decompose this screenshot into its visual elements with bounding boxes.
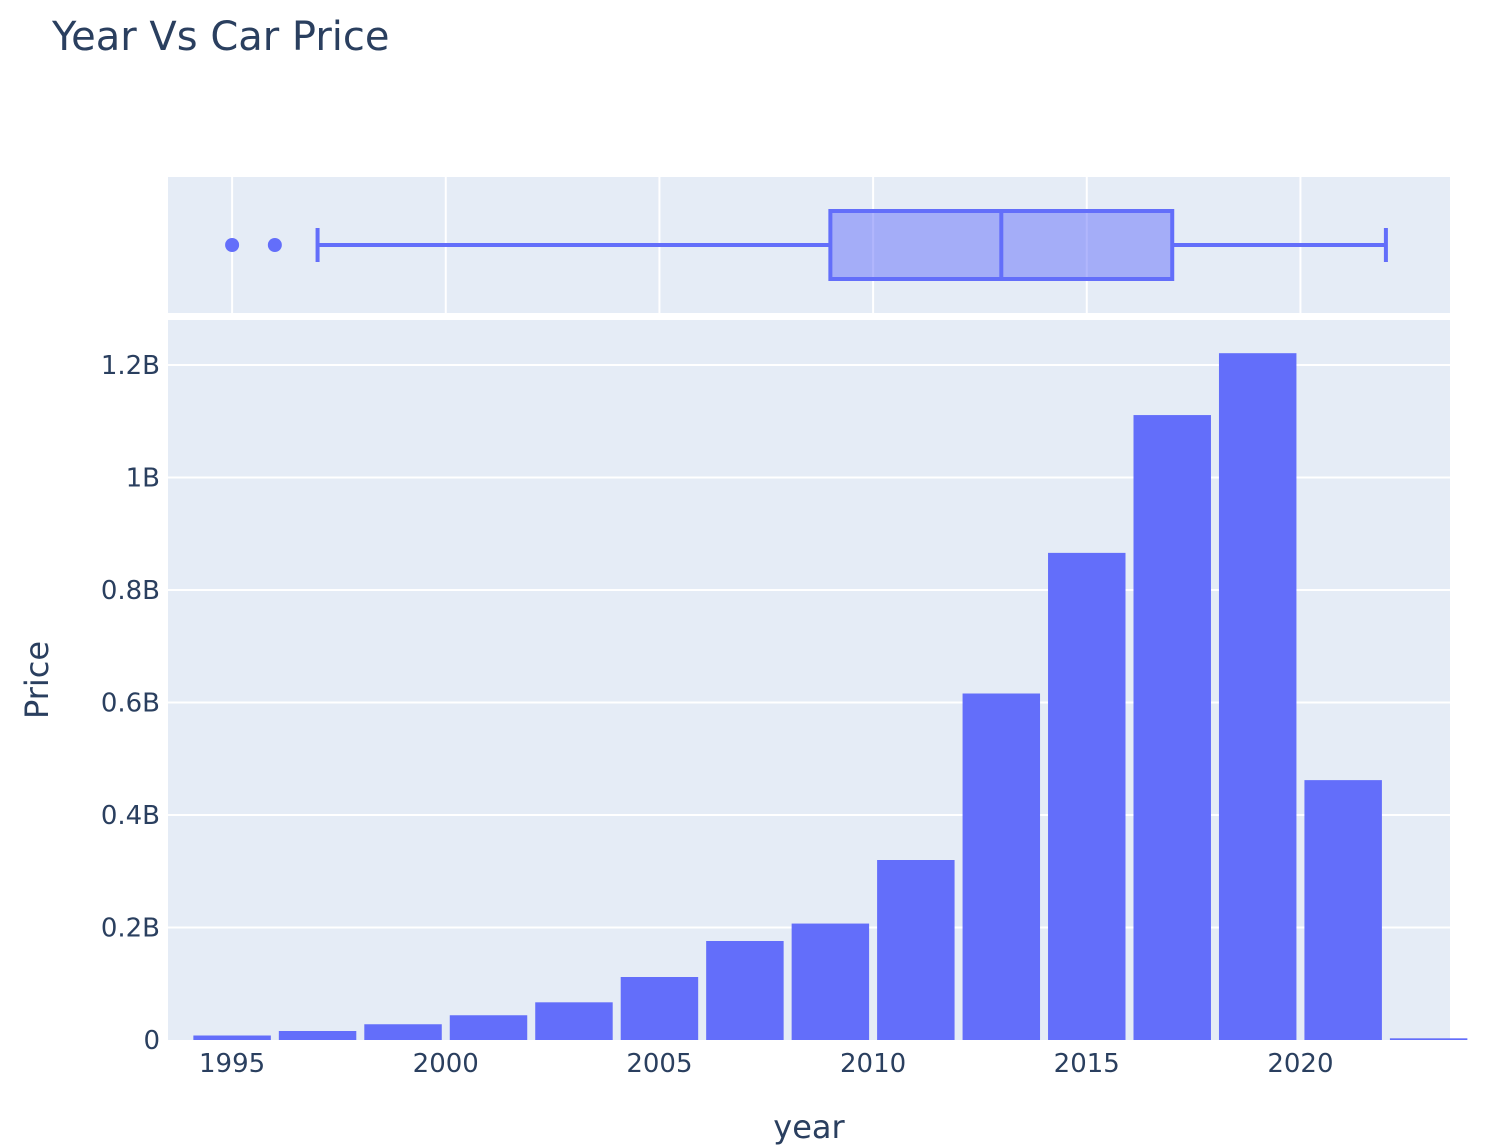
histogram-bar [193,1035,271,1040]
y-tick-label: 1.2B [101,351,160,381]
y-axis-title: Price [18,641,56,719]
histogram-bar [1048,552,1126,1040]
histogram-bar [1389,1038,1468,1040]
histogram-bar [1304,780,1382,1040]
histogram-bars [193,353,1468,1040]
y-tick-label: 0.8B [101,576,160,606]
x-tick-label: 1995 [199,1049,265,1079]
x-tick-label: 2020 [1267,1049,1333,1079]
histogram-bar [706,941,784,1040]
x-tick-label: 2015 [1054,1049,1120,1079]
histogram-bar [791,923,870,1040]
x-axis-ticks: 1995 2000 2005 2010 2015 2020 [199,1049,1334,1079]
x-tick-label: 2010 [840,1049,906,1079]
x-axis-title: year [773,1108,845,1146]
histogram-bar [877,860,955,1040]
histogram-bar [535,1002,613,1040]
box-outlier-point [267,238,282,252]
y-tick-label: 0.2B [101,914,160,944]
y-tick-label: 0.6B [101,689,160,719]
histogram-bar [962,693,1041,1040]
y-tick-label: 0 [143,1026,160,1056]
chart-title: Year Vs Car Price [52,14,390,60]
y-axis-ticks: 0 0.2B 0.4B 0.6B 0.8B 1B 1.2B [101,351,160,1056]
histogram-bar [278,1031,357,1040]
y-tick-label: 0.4B [101,801,160,831]
histogram-bar [364,1024,442,1040]
histogram-bar [1133,415,1211,1040]
histogram-bar [620,977,699,1040]
x-tick-label: 2000 [413,1049,479,1079]
histogram-bar [449,1015,528,1040]
box-outlier-point [225,238,240,252]
y-tick-label: 1B [126,464,160,494]
box-plot [225,209,1388,281]
histogram-bar [1218,353,1297,1040]
x-tick-label: 2005 [626,1049,692,1079]
